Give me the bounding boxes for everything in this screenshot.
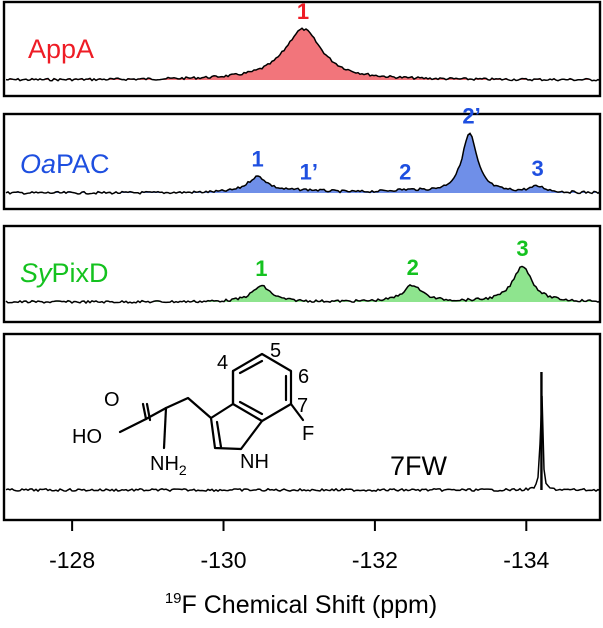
peak-fill-area <box>6 28 600 80</box>
x-tick-label: -130 <box>200 547 246 573</box>
benzene-ring <box>231 352 293 423</box>
peak-label: 2’ <box>462 103 480 128</box>
position-5-label: 5 <box>270 340 281 362</box>
x-tick-label: -134 <box>503 547 549 573</box>
spectrum-trace <box>5 395 601 493</box>
position-7-label: 7 <box>297 395 308 417</box>
position-6-label: 6 <box>298 366 309 388</box>
spectrum-trace <box>5 27 601 82</box>
position-4-label: 4 <box>217 352 228 374</box>
peak-label: 1 <box>255 256 267 281</box>
peak-label: 3 <box>532 156 544 181</box>
panel-frame <box>2 0 602 98</box>
sample-label: OaPAC <box>20 149 110 179</box>
amine-label: NH2 <box>150 453 187 478</box>
x-axis: -128 -130 -132 -134 <box>49 520 550 573</box>
carbonyl-oxygen-label: O <box>104 389 120 411</box>
panel-frame <box>2 224 602 324</box>
hydroxyl-label: HO <box>72 426 102 448</box>
pyrrole-double-bond <box>215 420 223 449</box>
pyrrole-ring <box>209 402 264 451</box>
panel-1: AppA 1 <box>2 0 602 98</box>
amine-bond <box>162 406 168 450</box>
7fw-structure: O HO NH2 NH F 4 5 6 7 <box>72 340 314 478</box>
fluorine-label: F <box>302 423 314 445</box>
sample-label: SyPixD <box>20 258 109 288</box>
cf-bond <box>289 402 305 422</box>
peak-label: 1’ <box>300 160 318 185</box>
spectra-panels: AppA 1 OaPAC 1 1’ 2 2’ 3 SyPixD 1 2 3 7FW <box>2 0 602 522</box>
side-chain <box>144 396 213 421</box>
panel-2: OaPAC 1 1’ 2 2’ 3 <box>2 103 602 211</box>
panel-3: SyPixD 1 2 3 <box>2 224 602 324</box>
sample-label: AppA <box>28 34 94 64</box>
x-tick-label: -128 <box>49 547 95 573</box>
peak-label: 2 <box>407 255 419 280</box>
x-axis-title: 19F Chemical Shift (ppm) <box>165 590 437 619</box>
peak-label: 1 <box>297 0 309 24</box>
spectrum-trace <box>5 265 601 305</box>
peak-label: 1 <box>251 147 263 172</box>
indole-nh-label: NH <box>240 451 269 473</box>
carbonyl <box>118 402 152 434</box>
peak-label: 2 <box>399 159 411 184</box>
panel-frame <box>2 332 602 522</box>
sample-label: 7FW <box>390 451 448 481</box>
x-tick-label: -132 <box>352 547 398 573</box>
panel-4: 7FW <box>2 332 602 522</box>
spectrum-trace <box>5 132 601 195</box>
panel-frame <box>2 112 602 211</box>
peak-fill-area <box>6 266 600 302</box>
benzene-inner-bonds <box>238 359 288 416</box>
peak-label: 3 <box>516 236 528 261</box>
